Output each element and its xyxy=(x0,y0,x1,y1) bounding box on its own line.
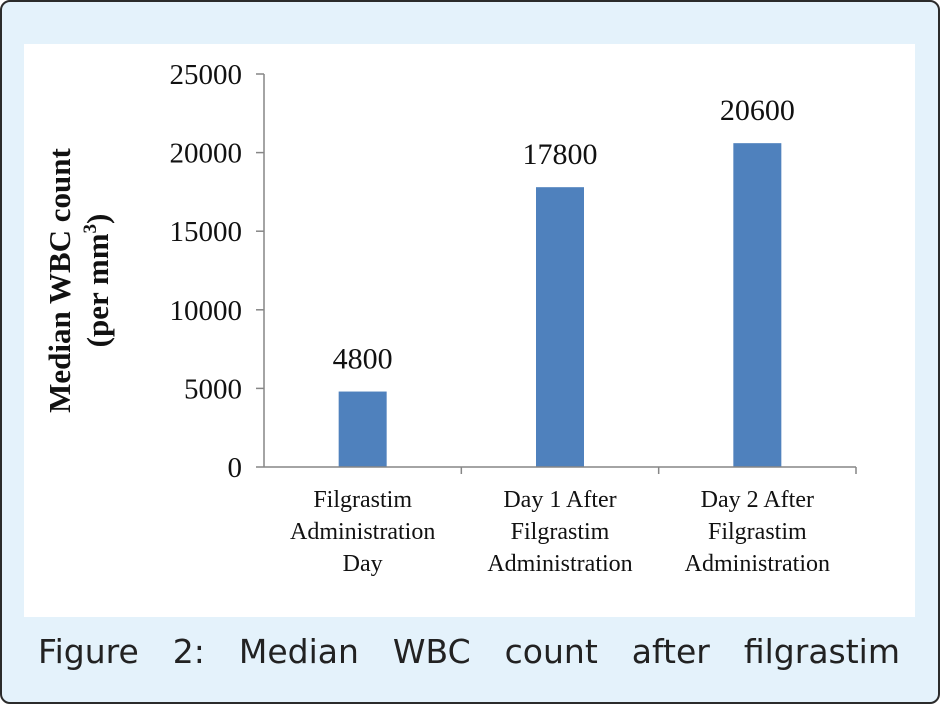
data-label: 20600 xyxy=(720,94,795,127)
caption-word: count xyxy=(504,632,598,671)
y-axis-label-line-1: Median WBC count xyxy=(42,147,77,412)
category-label: Administration xyxy=(487,551,632,577)
y-axis-label-close: ) xyxy=(80,214,115,224)
category-label: Filgrastim xyxy=(708,519,807,545)
category-labels: Filgrastim Administration Day Day 1 After Fi… xyxy=(290,487,830,577)
y-tick-label: 15000 xyxy=(170,216,243,248)
category-label: Day 1 After xyxy=(503,487,616,513)
data-label: 17800 xyxy=(523,138,598,171)
y-tick-label: 0 xyxy=(228,452,243,484)
caption-word: Median xyxy=(238,632,359,671)
caption-word: filgrastim xyxy=(743,632,900,671)
data-labels: 4800 17800 20600 xyxy=(333,94,795,375)
bar-chart: Median WBC count (per mm3) 0 5000 10000 1500… xyxy=(42,59,857,577)
bar xyxy=(536,187,584,467)
y-tick-label: 25000 xyxy=(170,59,243,91)
caption-word: 2: xyxy=(172,632,205,671)
category-label: Administration xyxy=(685,551,830,577)
y-axis-label-line-2: (per mm3) xyxy=(80,214,115,348)
bars xyxy=(338,143,782,467)
y-axis-label-unit: (per mm xyxy=(80,233,115,347)
caption-word: Figure xyxy=(38,632,139,671)
y-tick-label: 5000 xyxy=(184,373,242,405)
data-label: 4800 xyxy=(333,343,393,376)
caption-word: WBC xyxy=(392,632,471,671)
y-axis-label-superscript: 3 xyxy=(80,224,101,234)
category-label: Filgrastim xyxy=(313,487,412,513)
bar xyxy=(733,143,782,467)
y-axis-label: Median WBC count (per mm3) xyxy=(42,147,115,412)
caption-word: after xyxy=(631,632,710,671)
y-tick-label: 20000 xyxy=(170,138,243,170)
figure-caption: Figure 2: Median WBC count after filgrastim xyxy=(38,632,900,671)
category-label: Day xyxy=(343,551,383,577)
bar xyxy=(338,391,387,467)
category-label: Day 2 After xyxy=(701,487,814,513)
y-axis-ticks: 0 5000 10000 15000 20000 25000 xyxy=(170,59,264,484)
chart-panel: Median WBC count (per mm3) 0 5000 10000 1500… xyxy=(24,44,915,617)
y-tick-label: 10000 xyxy=(170,295,243,327)
category-label: Filgrastim xyxy=(511,519,610,545)
category-label: Administration xyxy=(290,519,435,545)
axes xyxy=(263,74,857,474)
